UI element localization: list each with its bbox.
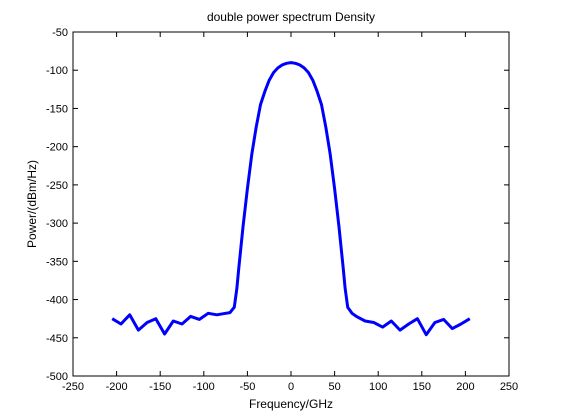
x-tick-label: -200	[106, 381, 128, 393]
y-axis-ticks: -50 -100 -150 -200 -250 -300 -350 -400 -450 -500	[46, 27, 509, 383]
y-tick-label: -150	[46, 103, 68, 115]
x-tick-label: 200	[456, 381, 474, 393]
y-tick-label: -350	[46, 256, 68, 268]
x-tick-label: -100	[193, 381, 215, 393]
chart-title: double power spectrum Density	[207, 10, 375, 24]
x-tick-label: 150	[413, 381, 431, 393]
plot-area	[72, 31, 510, 377]
y-tick-label: -100	[46, 65, 68, 77]
y-axis-label: Power/(dBm/Hz)	[25, 160, 39, 248]
y-tick-label: -450	[46, 333, 68, 345]
y-tick-label: -500	[46, 371, 68, 383]
y-tick-label: -300	[46, 218, 68, 230]
x-tick-label: -50	[239, 381, 255, 393]
x-axis-ticks: -250 -200 -150 -100 -50 0 50 100 150 200 250	[62, 32, 518, 393]
x-tick-label: 50	[328, 381, 340, 393]
x-axis-label: Frequency/GHz	[249, 397, 333, 411]
y-tick-label: -400	[46, 295, 68, 307]
series-layer	[111, 61, 471, 337]
y-tick-label: -200	[46, 142, 68, 154]
series-line	[111, 61, 471, 337]
x-tick-label: 250	[500, 381, 518, 393]
x-tick-label: 0	[288, 381, 294, 393]
x-tick-label: -150	[149, 381, 171, 393]
x-tick-label: 100	[369, 381, 387, 393]
y-tick-label: -50	[52, 27, 68, 39]
y-tick-label: -250	[46, 180, 68, 192]
x-tick-label: -250	[62, 381, 84, 393]
